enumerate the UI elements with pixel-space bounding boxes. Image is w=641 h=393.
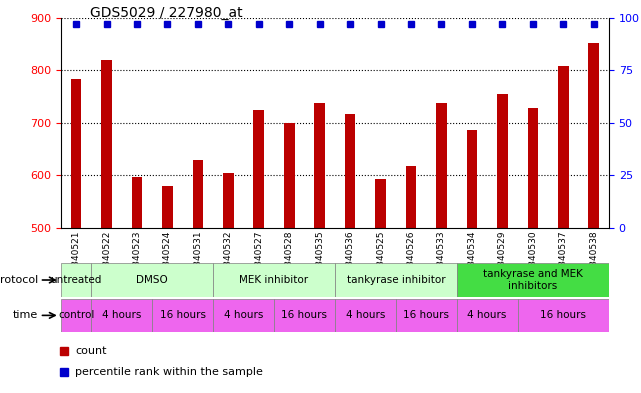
Bar (436, 103, 447, 228)
Bar (213, 299, 274, 332)
Bar (213, 263, 335, 297)
Text: DMSO: DMSO (137, 275, 168, 285)
Bar (406, 167, 417, 228)
Text: 4 hours: 4 hours (345, 310, 385, 320)
Bar (518, 299, 609, 332)
Text: 4 hours: 4 hours (102, 310, 142, 320)
Bar (335, 299, 395, 332)
Text: GDS5029 / 227980_at: GDS5029 / 227980_at (90, 6, 242, 20)
Bar (558, 66, 569, 228)
Bar (467, 130, 478, 228)
Bar (192, 160, 203, 228)
Text: time: time (13, 310, 38, 320)
Bar (588, 43, 599, 228)
Bar (395, 299, 456, 332)
Bar (314, 103, 325, 228)
Text: tankyrase inhibitor: tankyrase inhibitor (347, 275, 445, 285)
Text: 4 hours: 4 hours (224, 310, 263, 320)
Bar (92, 299, 153, 332)
Bar (61, 299, 92, 332)
Bar (223, 173, 234, 228)
Text: control: control (58, 310, 94, 320)
Text: count: count (75, 346, 106, 356)
Bar (92, 263, 213, 297)
Text: 16 hours: 16 hours (281, 310, 328, 320)
Bar (335, 263, 456, 297)
Text: 4 hours: 4 hours (467, 310, 507, 320)
Bar (528, 108, 538, 228)
Text: tankyrase and MEK
inhibitors: tankyrase and MEK inhibitors (483, 269, 583, 291)
Text: untreated: untreated (51, 275, 102, 285)
Bar (345, 114, 356, 228)
Bar (61, 263, 92, 297)
Text: 16 hours: 16 hours (160, 310, 206, 320)
Text: protocol: protocol (0, 275, 38, 285)
Text: MEK inhibitor: MEK inhibitor (240, 275, 308, 285)
Text: 16 hours: 16 hours (540, 310, 587, 320)
Bar (162, 186, 173, 228)
Bar (101, 60, 112, 228)
Bar (274, 299, 335, 332)
Bar (497, 94, 508, 228)
Text: 16 hours: 16 hours (403, 310, 449, 320)
Bar (375, 179, 386, 228)
Bar (253, 110, 264, 228)
Text: percentile rank within the sample: percentile rank within the sample (75, 367, 263, 377)
Bar (71, 79, 81, 228)
Bar (153, 299, 213, 332)
Bar (456, 299, 518, 332)
Bar (456, 263, 609, 297)
Bar (284, 123, 295, 228)
Bar (131, 177, 142, 228)
